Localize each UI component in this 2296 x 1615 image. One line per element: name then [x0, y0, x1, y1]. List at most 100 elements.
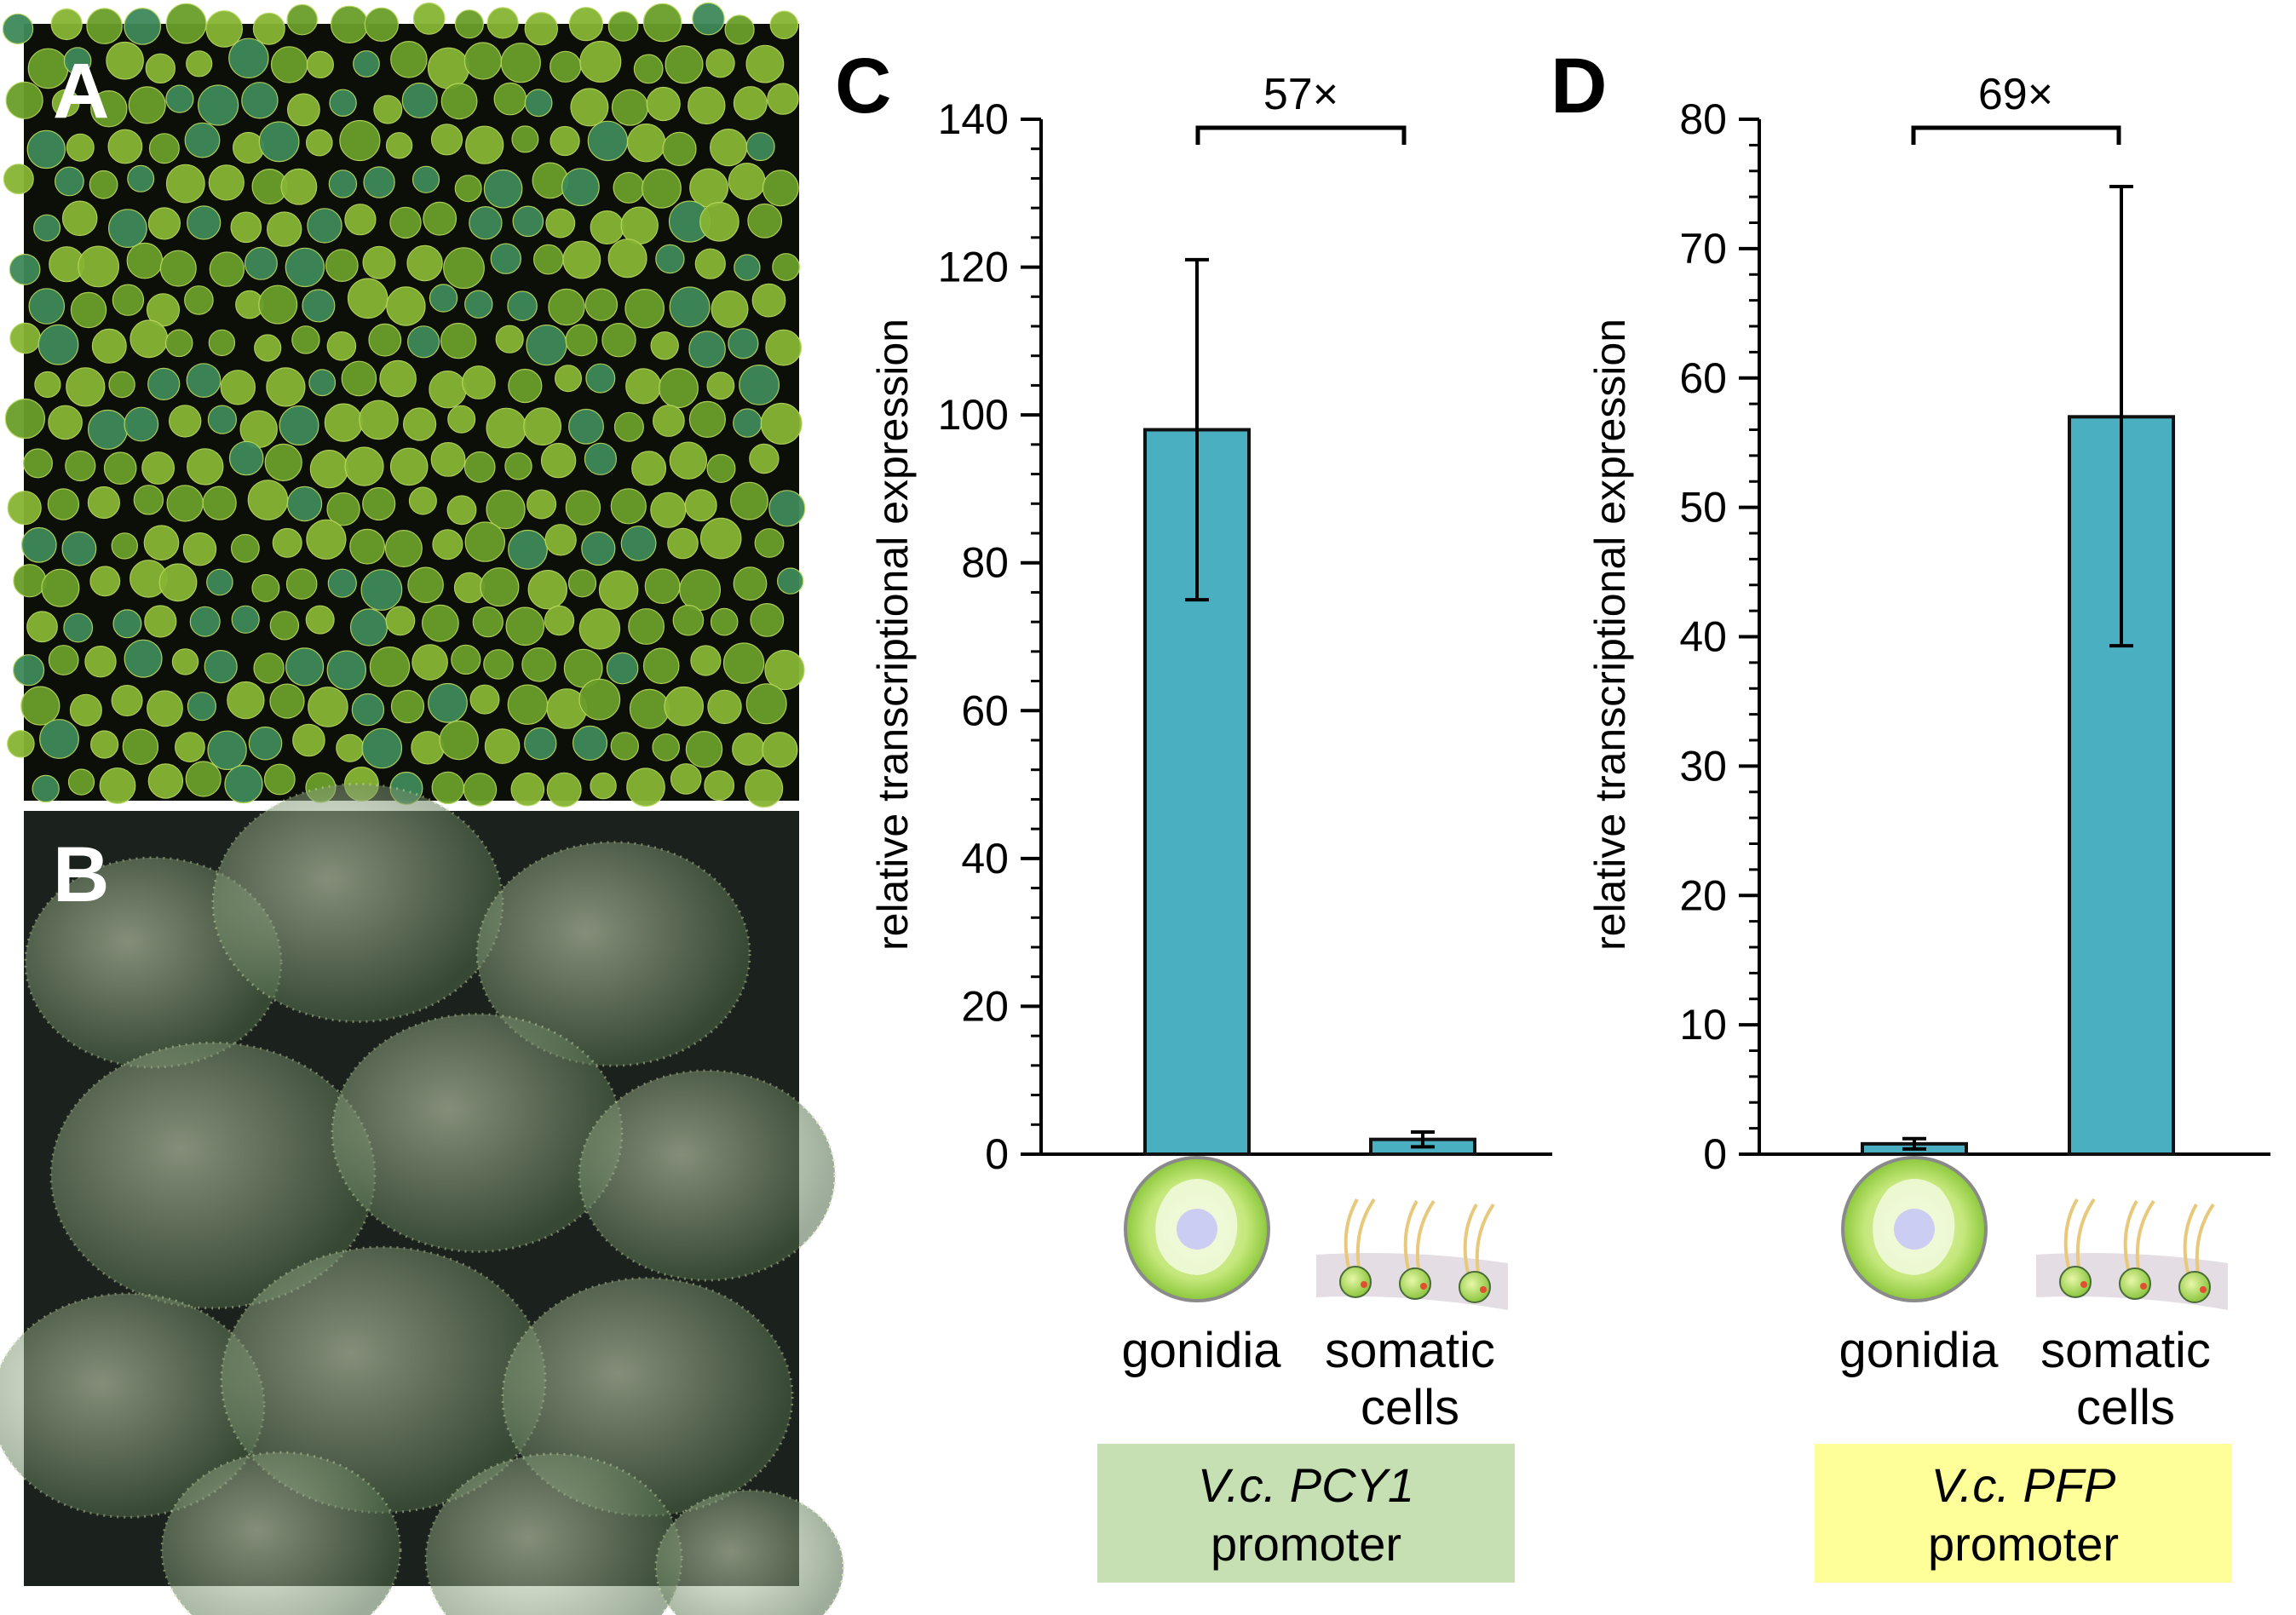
gonidium-sphere	[349, 608, 388, 647]
gonidium-sphere	[184, 122, 221, 158]
gonidium-sphere	[483, 649, 514, 680]
gonidium-sphere	[187, 692, 216, 721]
gonidium-sphere	[446, 495, 477, 526]
gonidium-sphere	[184, 285, 214, 315]
gonidium-sphere	[749, 443, 780, 474]
gonidium-sphere	[486, 7, 519, 39]
gonidium-sphere	[430, 442, 466, 477]
gonidium-sphere	[208, 164, 245, 201]
gonidium-sphere	[205, 10, 244, 48]
gonidium-sphere	[464, 290, 493, 319]
gonidium-sphere	[493, 82, 527, 116]
gonidium-sphere	[78, 245, 120, 288]
gonidium-sphere	[486, 407, 527, 449]
gonidium-sphere	[704, 770, 735, 802]
gonidium-sphere	[91, 328, 127, 364]
gonidium-sphere	[500, 43, 541, 83]
gonidium-sphere	[248, 726, 283, 761]
volvox-spheroid	[654, 1489, 845, 1615]
gonidium-sphere	[186, 50, 213, 78]
gonidium-sphere	[32, 774, 60, 803]
y-axis-ticks-c: 0 20 40 60 80 100 120 140	[938, 95, 1041, 1178]
gonidium-sphere	[61, 200, 98, 237]
gonidium-sphere	[353, 50, 380, 78]
gonidium-sphere	[187, 205, 222, 240]
gonidium-sphere	[124, 639, 163, 678]
gonidium-sphere	[390, 41, 428, 78]
gonidium-sphere	[3, 164, 34, 195]
gonidium-sphere	[650, 491, 687, 528]
gonidium-sphere	[463, 42, 503, 80]
gonidium-sphere	[699, 517, 742, 560]
gonidium-sphere	[768, 490, 806, 527]
y-tick-label: 80	[1679, 95, 1727, 143]
gonidium-sphere	[133, 485, 164, 515]
gonidium-sphere	[669, 286, 711, 328]
volvox-spheroid	[578, 1069, 837, 1282]
fold-change-label-c: 57×	[1263, 70, 1338, 119]
gonidium-sphere	[141, 451, 176, 485]
gonidium-sphere	[706, 453, 736, 483]
gonidium-sphere	[626, 767, 665, 808]
gonidium-sphere	[760, 402, 803, 445]
gonidium-sphere	[285, 647, 325, 687]
gonidium-sphere	[166, 485, 204, 522]
gonidium-sphere	[231, 533, 260, 563]
y-tick-label: 140	[938, 95, 1009, 143]
gonidium-sphere	[644, 568, 681, 604]
gonidium-sphere	[581, 531, 616, 566]
gonidium-sphere	[613, 411, 644, 442]
gonidium-sphere	[129, 319, 169, 359]
promoter-box-d	[1815, 1444, 2232, 1583]
gonidium-sphere	[336, 733, 365, 762]
gonidium-sphere	[765, 329, 803, 366]
gonidium-sphere	[545, 208, 576, 239]
gonidium-sphere	[544, 524, 577, 556]
gonidium-sphere	[646, 86, 681, 122]
gonidium-sphere	[390, 689, 425, 724]
gonidium-sphere	[51, 89, 80, 118]
gonidium-sphere	[361, 727, 403, 769]
gonidium-sphere	[37, 324, 79, 365]
error-bar-somatic-c	[1411, 1129, 1435, 1149]
gonidium-sphere	[198, 84, 239, 126]
gonidium-sphere	[285, 247, 325, 288]
gonidium-sphere	[526, 325, 567, 366]
gonidium-sphere	[186, 363, 222, 399]
gonidium-sphere	[253, 652, 285, 684]
gonidium-sphere	[430, 124, 463, 156]
gonidium-sphere	[34, 371, 61, 399]
gonidium-sphere	[451, 644, 481, 675]
gonidium-sphere	[224, 764, 263, 804]
gonidium-sphere	[762, 732, 798, 768]
gonidium-sphere	[709, 129, 748, 167]
gonidium-sphere	[106, 41, 144, 80]
gonidium-sphere	[285, 568, 318, 600]
gonidium-sphere	[688, 400, 727, 438]
gonidium-sphere	[629, 688, 670, 729]
gonidium-sphere	[483, 169, 523, 209]
gonidium-sphere	[107, 129, 143, 164]
panel-letter-d: D	[1551, 43, 1607, 129]
gonidium-sphere	[5, 81, 43, 119]
gonidium-sphere	[767, 83, 799, 115]
gonidium-sphere	[662, 131, 697, 166]
gonidia-spheres	[2, 2, 806, 808]
gonidium-sphere	[359, 399, 399, 440]
gonidium-sphere	[665, 45, 704, 84]
volvox-spheroid	[475, 841, 751, 1067]
gonidium-sphere	[165, 84, 194, 113]
y-tick-label: 120	[938, 244, 1009, 291]
gonidium-sphere	[112, 284, 145, 316]
gonidium-sphere	[710, 607, 739, 636]
gonidium-sphere	[385, 606, 416, 636]
gonidium-sphere	[431, 771, 464, 805]
promoter-name-d: V.c. PFP	[1931, 1458, 2116, 1512]
somatic-cell-spheroids	[0, 783, 845, 1615]
promoter-name-c: V.c. PCY1	[1198, 1458, 1414, 1512]
gonidium-sphere	[369, 647, 411, 687]
gonidium-sphere	[411, 165, 440, 193]
gonidium-sphere	[412, 2, 446, 35]
gonidium-sphere	[267, 211, 302, 247]
gonidium-sphere	[565, 324, 598, 357]
